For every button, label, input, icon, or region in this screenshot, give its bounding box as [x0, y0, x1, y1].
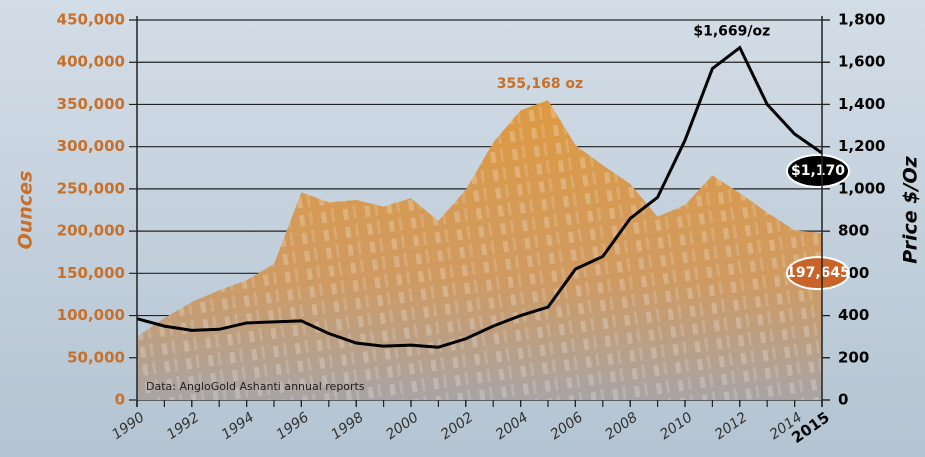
y-tick-label: 100,000 — [57, 306, 125, 324]
y-tick-label: 0 — [115, 391, 125, 409]
y-tick-label: 150,000 — [57, 264, 125, 282]
y-axis-title: Ounces — [15, 171, 37, 250]
y2-tick-label: 200 — [838, 348, 869, 366]
y2-tick-label: 1,600 — [838, 53, 885, 71]
value-label: $1,170 — [791, 163, 845, 179]
y-tick-label: 200,000 — [57, 222, 125, 240]
y-tick-label: 50,000 — [67, 348, 125, 366]
y2-tick-label: 1,000 — [838, 179, 885, 197]
y-tick-label: 400,000 — [57, 53, 125, 71]
callout-bubble — [786, 256, 850, 291]
y2-tick-label: 1,800 — [838, 11, 885, 29]
callout-bubble — [786, 154, 850, 188]
source-note: Data: AngloGold Ashanti annual reports — [146, 380, 365, 393]
value-label: 197,645 — [786, 265, 850, 281]
y2-tick-label: 400 — [838, 306, 869, 324]
y2-tick-label: 1,400 — [838, 95, 885, 113]
value-label: $1,669/oz — [693, 24, 770, 40]
y2-axis-title: Price $/Oz — [900, 155, 922, 263]
y2-tick-label: 1,200 — [838, 137, 885, 155]
y-tick-label: 350,000 — [57, 95, 125, 113]
y-tick-label: 250,000 — [57, 179, 125, 197]
y2-tick-label: 0 — [838, 391, 848, 409]
y2-tick-label: 800 — [838, 222, 869, 240]
value-label: 355,168 oz — [497, 76, 583, 92]
y-tick-label: 300,000 — [57, 137, 125, 155]
price-line — [136, 45, 823, 349]
y-tick-label: 450,000 — [57, 11, 125, 29]
